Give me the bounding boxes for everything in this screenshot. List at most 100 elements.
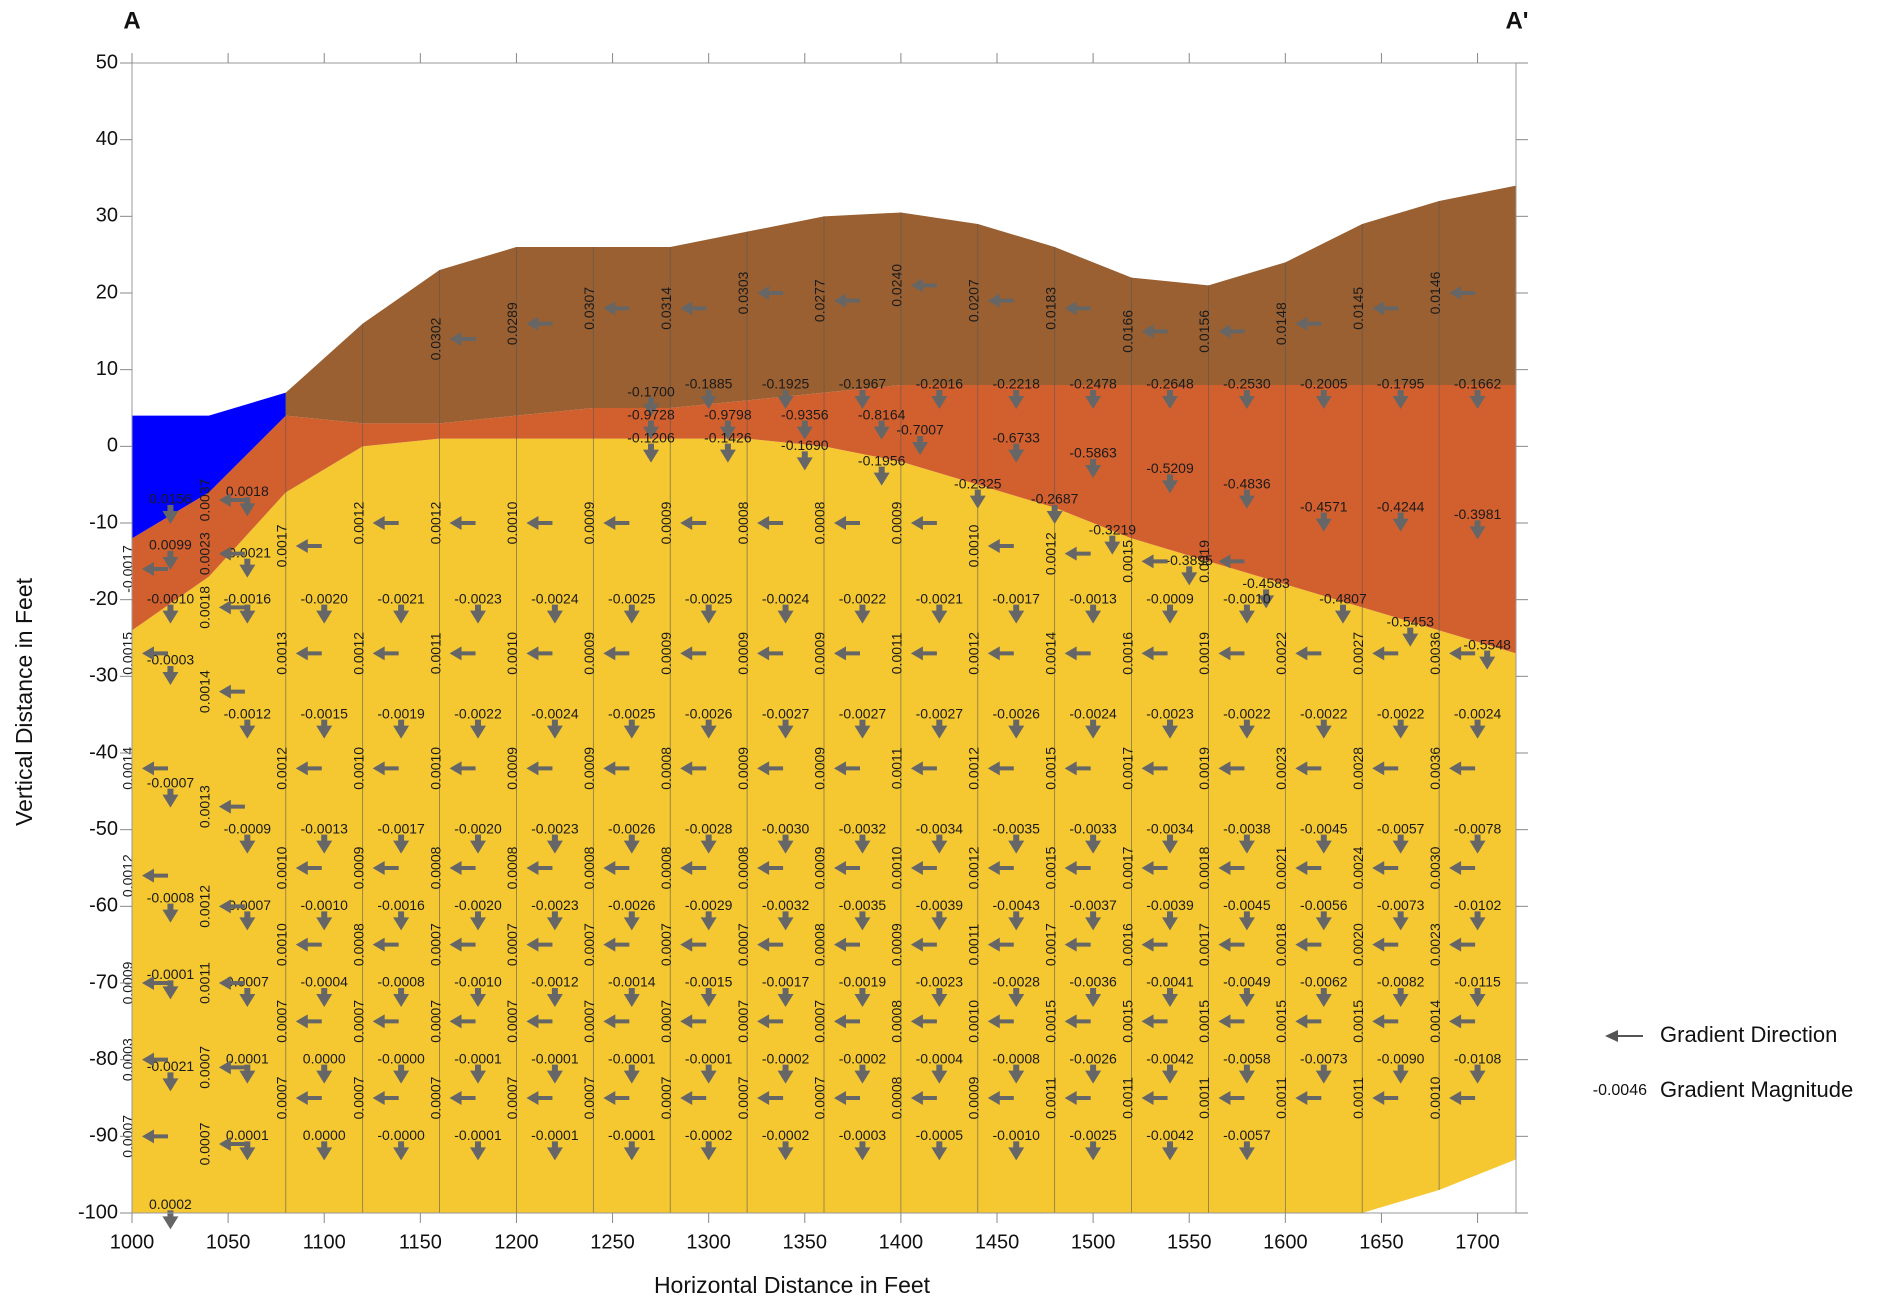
gradient-magnitude: 0.0020	[1350, 923, 1366, 966]
gradient-magnitude: 0.0015	[1350, 1000, 1366, 1043]
gradient-magnitude: -0.0004	[916, 1050, 964, 1066]
gradient-arrow	[1141, 554, 1168, 569]
gradient-arrow	[1449, 286, 1476, 300]
gradient-arrow	[295, 539, 322, 553]
gradient-magnitude: -0.0073	[1300, 1050, 1348, 1066]
gradient-arrow	[1238, 390, 1255, 409]
gradient-arrow	[218, 1137, 245, 1151]
gradient-arrow	[449, 1014, 476, 1029]
gradient-arrow	[987, 1091, 1014, 1105]
gradient-magnitude: 0.0012	[427, 501, 443, 544]
gradient-magnitude: -0.0023	[531, 897, 579, 913]
gradient-arrow	[449, 761, 476, 776]
gradient-arrow	[1392, 988, 1409, 1007]
gradient-magnitude: 0.0007	[735, 1076, 751, 1119]
y-tick-label: -70	[89, 971, 118, 993]
gradient-magnitude: -0.0021	[224, 544, 272, 560]
gradient-magnitude: 0.0010	[427, 747, 443, 790]
gradient-arrow	[1372, 761, 1399, 776]
gradient-magnitude: 0.0007	[581, 1076, 597, 1119]
gradient-magnitude: -0.0020	[300, 590, 348, 606]
gradient-magnitude: -0.1885	[685, 376, 733, 392]
gradient-magnitude: 0.0017	[273, 524, 289, 567]
gradient-magnitude: 0.0002	[149, 1196, 192, 1212]
gradient-arrow	[449, 1091, 476, 1105]
gradient-magnitude: 0.0009	[658, 501, 674, 544]
gradient-arrow	[1392, 719, 1409, 739]
gradient-arrow	[142, 976, 168, 990]
gradient-arrow	[834, 1014, 860, 1029]
gradient-magnitude: -0.0019	[377, 705, 425, 721]
gradient-magnitude: -0.0023	[454, 590, 502, 606]
gradient-magnitude: 0.0302	[427, 317, 443, 360]
gradient-magnitude: -0.0024	[1454, 705, 1502, 721]
gradient-magnitude: 0.0010	[965, 524, 981, 567]
gradient-magnitude: -0.4836	[1223, 475, 1271, 491]
gradient-magnitude: 0.0012	[965, 747, 981, 790]
gradient-magnitude: 0.0007	[658, 1000, 674, 1043]
x-tick-label: 1300	[686, 1231, 731, 1253]
gradient-arrow	[1469, 390, 1486, 409]
gradient-arrow	[834, 861, 860, 875]
gradient-arrow	[393, 911, 410, 931]
gradient-arrow	[777, 390, 794, 409]
gradient-arrow	[162, 1072, 179, 1092]
gradient-arrow	[1162, 1141, 1178, 1161]
gradient-arrow	[1064, 761, 1091, 776]
gradient-magnitude: -0.0049	[1223, 974, 1271, 990]
gradient-arrow	[1238, 834, 1255, 854]
gradient-arrow	[1392, 911, 1409, 931]
gradient-magnitude: -0.0017	[377, 820, 425, 836]
column-lines	[285, 185, 1517, 1213]
y-tick-label: -40	[89, 741, 118, 763]
gradient-arrow	[162, 505, 179, 524]
gradient-arrow	[1392, 512, 1409, 532]
gradient-arrow	[393, 719, 410, 739]
gradient-magnitude: 0.0009	[581, 632, 597, 675]
gradient-arrow	[526, 761, 553, 776]
gradient-arrow	[1141, 761, 1168, 776]
gradient-magnitude: 0.0036	[1427, 632, 1443, 675]
gradient-magnitude: -0.0019	[839, 974, 887, 990]
x-tick-label: 1400	[879, 1231, 924, 1253]
gradient-magnitude: -0.0028	[685, 820, 733, 836]
gradient-arrow	[372, 861, 399, 875]
gradient-magnitude: 0.0015	[1042, 1000, 1058, 1043]
gradient-magnitude: 0.0013	[273, 632, 289, 675]
gradient-arrow	[449, 646, 476, 661]
gradient-arrow	[1008, 988, 1025, 1007]
gradient-magnitude: -0.0023	[1146, 705, 1194, 721]
gradient-magnitude: 0.0156	[1196, 310, 1212, 353]
gradient-magnitude: -0.0010	[1223, 590, 1271, 606]
gradient-magnitude: -0.0027	[839, 705, 887, 721]
gradient-magnitude: -0.0025	[608, 705, 656, 721]
gradient-arrow	[1469, 988, 1486, 1007]
gradient-magnitude: -0.0035	[839, 897, 887, 913]
gradient-arrow	[796, 420, 813, 440]
gradient-magnitude: 0.0010	[273, 846, 289, 889]
gradient-magnitude: 0.0021	[1273, 846, 1289, 889]
gradient-magnitude: -0.5453	[1387, 613, 1435, 629]
gradient-magnitude: 0.0015	[1273, 1000, 1289, 1043]
gradient-magnitude: 0.0030	[1427, 846, 1443, 889]
gradient-magnitude: 0.0008	[581, 846, 597, 889]
gradient-arrow	[1162, 1064, 1178, 1084]
gradient-magnitude: 0.0007	[504, 923, 520, 966]
gradient-magnitude: 0.0011	[427, 632, 443, 674]
gradient-arrow	[1469, 834, 1486, 854]
gradient-arrow	[162, 980, 179, 1000]
gradient-arrow	[910, 761, 937, 776]
gradient-magnitude: -0.0032	[762, 897, 810, 913]
gradient-arrow	[546, 834, 563, 854]
gradient-arrow	[449, 937, 476, 952]
gradient-magnitude: 0.0011	[889, 747, 905, 789]
gradient-magnitude: 0.0145	[1350, 287, 1366, 330]
gradient-magnitude: -0.0029	[685, 897, 733, 913]
gradient-arrow	[239, 558, 256, 578]
gradient-magnitude: 0.0007	[350, 1076, 366, 1119]
gradient-arrow	[969, 489, 986, 509]
gradient-arrow	[1449, 937, 1476, 952]
gradient-arrow	[1085, 834, 1102, 854]
gradient-arrow	[1469, 911, 1486, 931]
gradient-magnitude: 0.0010	[273, 923, 289, 966]
